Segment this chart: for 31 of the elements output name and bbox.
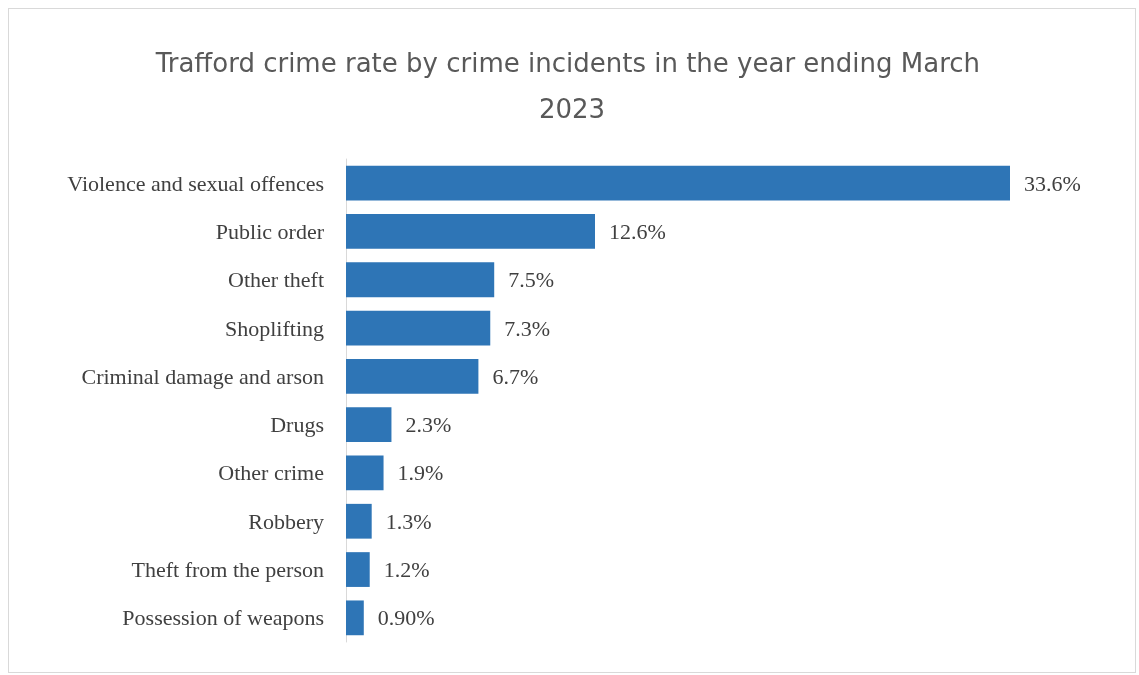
- y-tick-label: Other theft: [228, 267, 324, 293]
- bar: [346, 310, 491, 346]
- y-tick-label: Public order: [215, 218, 325, 244]
- y-tick-label: Theft from the person: [131, 557, 324, 583]
- bar: [346, 407, 392, 443]
- y-tick-label: Possession of weapons: [122, 605, 324, 631]
- bar: [346, 358, 479, 394]
- bar: [346, 262, 495, 298]
- y-tick-label: Drugs: [270, 412, 324, 438]
- data-label: 7.3%: [504, 315, 551, 341]
- y-tick-label: Robbery: [248, 508, 324, 534]
- data-label: 1.2%: [383, 557, 430, 583]
- data-label: 0.90%: [377, 605, 435, 631]
- bar: [346, 165, 1010, 201]
- bar: [346, 600, 364, 636]
- bar: [346, 503, 372, 539]
- data-label: 7.5%: [508, 267, 555, 293]
- bar: [346, 455, 384, 491]
- data-label: 6.7%: [492, 363, 539, 389]
- data-label: 33.6%: [1024, 170, 1081, 196]
- y-tick-label: Violence and sexual offences: [67, 170, 324, 196]
- chart-title: Trafford crime rate by crime incidents in the year ending March 2023: [154, 48, 989, 124]
- bar: [346, 552, 370, 587]
- y-tick-label: Other crime: [218, 460, 324, 486]
- data-label: 1.9%: [397, 460, 444, 486]
- data-label: 12.6%: [609, 218, 666, 244]
- data-label: 2.3%: [405, 412, 452, 438]
- bar: [346, 214, 595, 249]
- y-tick-label: Criminal damage and arson: [81, 363, 324, 389]
- data-label: 1.3%: [385, 508, 432, 534]
- y-tick-label: Shoplifting: [224, 315, 324, 341]
